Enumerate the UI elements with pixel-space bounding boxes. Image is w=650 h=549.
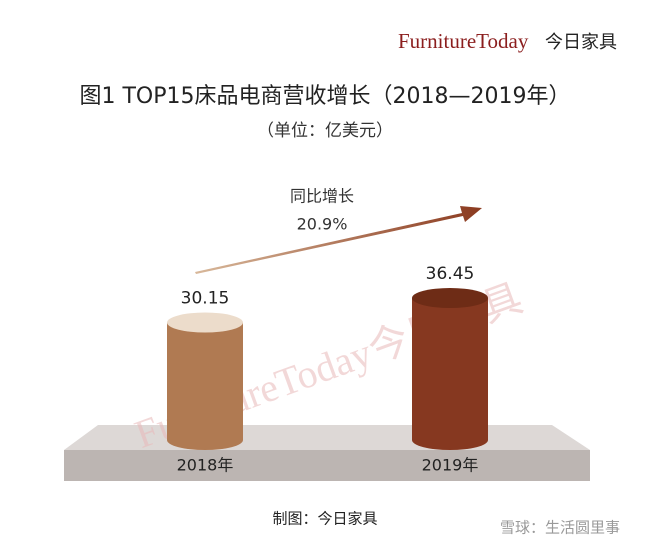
brand-name-cn: 今日家具 [545, 32, 617, 53]
bars [167, 288, 488, 450]
x-tick-label: 2018年 [177, 456, 234, 475]
growth-arrow [195, 206, 482, 274]
annotation-value: 20.9% [297, 215, 348, 234]
bar [412, 298, 488, 450]
bar-top [167, 312, 243, 333]
watermark: 雪球：生活圆里事 [500, 519, 620, 537]
annotation-label: 同比增长 [290, 187, 354, 206]
x-tick-label: 2019年 [422, 456, 479, 475]
value-label: 36.45 [426, 264, 475, 284]
platform-front [64, 450, 590, 481]
footer: 制图：今日家具 [272, 510, 377, 528]
bar [167, 322, 243, 450]
value-label: 30.15 [181, 289, 230, 309]
chart-subtitle: （单位：亿美元） [257, 121, 393, 141]
brand-name: FurnitureToday [398, 29, 529, 53]
chart-title: 图1 TOP15床品电商营收增长（2018—2019年） [80, 84, 571, 109]
bar-top [412, 288, 488, 308]
